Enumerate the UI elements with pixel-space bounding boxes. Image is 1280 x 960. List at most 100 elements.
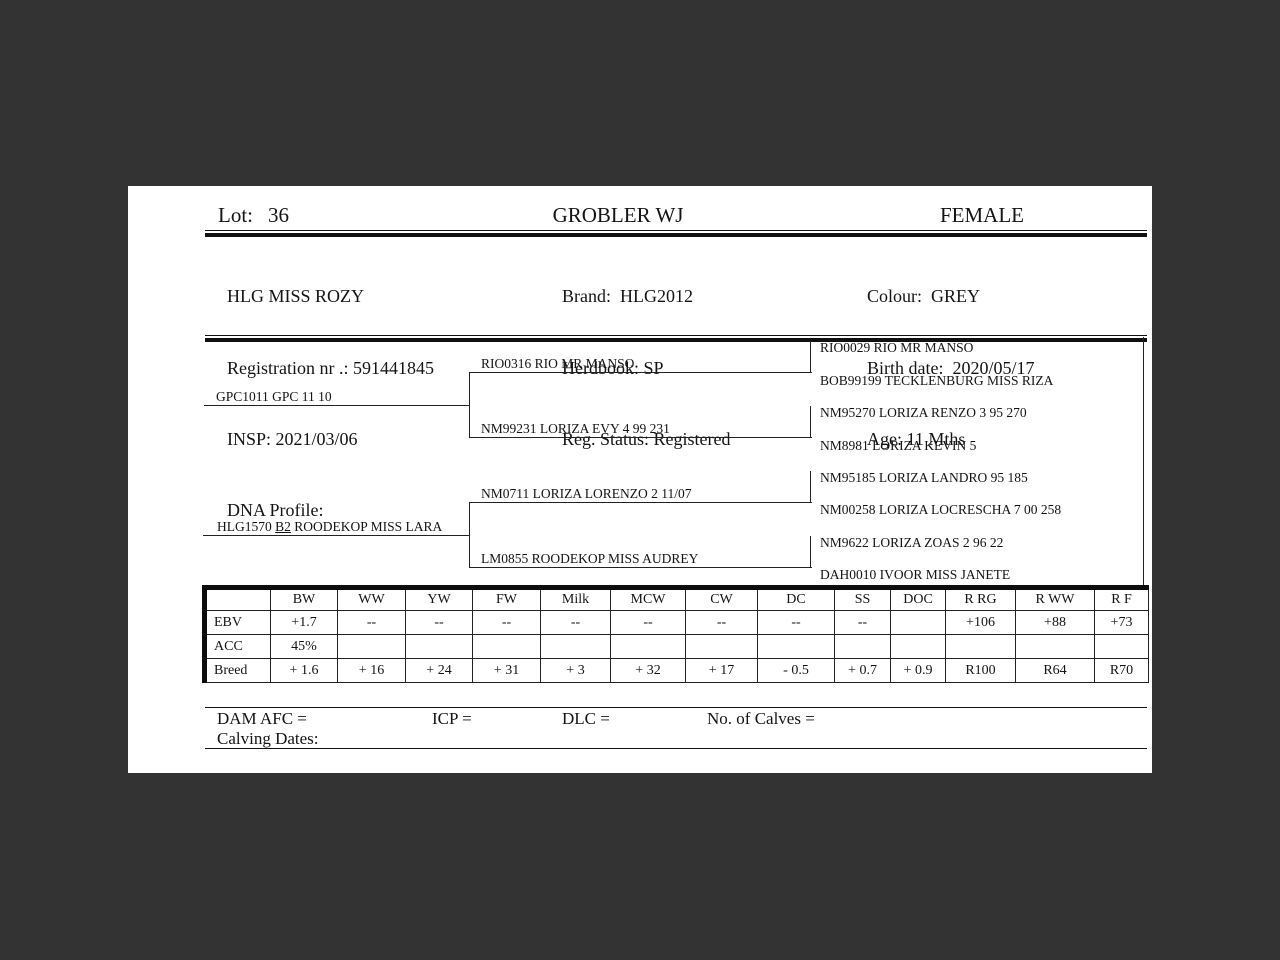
lot-line: Lot: 36	[218, 203, 289, 228]
table-cell	[890, 634, 946, 659]
table-cell	[1094, 634, 1149, 659]
table-header-cell: YW	[405, 587, 473, 611]
grandparent-line	[469, 437, 812, 438]
table-cell	[945, 634, 1016, 659]
dam-bracket-line	[469, 502, 470, 568]
table-header-cell: BW	[270, 587, 338, 611]
table-cell: R70	[1094, 658, 1149, 683]
table-cell: + 0.9	[890, 658, 946, 683]
acc-row: ACC 45%	[204, 634, 1149, 659]
table-cell	[540, 634, 611, 659]
grandparent-line	[469, 502, 812, 503]
brand-line: Brand: HLG2012	[562, 286, 693, 307]
info-column-1: HLG MISS ROZY Registration nr .: 5914418…	[227, 238, 434, 570]
ggp-bracket-line	[810, 471, 811, 503]
pedigree-grandparent: LM0855 ROODEKOP MISS AUDREY	[481, 551, 699, 566]
table-cell: + 3	[540, 658, 611, 683]
pedigree-great-grandparent: BOB99199 TECKLENBURG MISS RIZA	[820, 373, 1054, 388]
pedigree-dam: HLG1570 B2 ROODEKOP MISS LARA	[217, 519, 443, 534]
pedigree-rule-thin	[205, 335, 1147, 336]
table-header-cell: DOC	[890, 587, 946, 611]
grandparent-line	[469, 372, 812, 373]
table-cell	[685, 634, 758, 659]
pedigree-grandparent: RIO0316 RIO MR MANSO	[481, 356, 635, 371]
table-cell: +73	[1094, 610, 1149, 635]
row-label: Breed	[204, 658, 271, 683]
footer-rule-bottom	[205, 748, 1147, 749]
pedigree-great-grandparent: NM95185 LORIZA LANDRO 95 185	[820, 470, 1028, 485]
pedigree-great-grandparent: DAH0010 IVOOR MISS JANETE	[820, 567, 1011, 582]
table-header-cell: Milk	[540, 587, 611, 611]
footer-rule-top	[205, 707, 1147, 708]
table-header-row: BW WW YW FW Milk MCW CW DC SS DOC R RG R…	[204, 587, 1149, 611]
table-cell: R100	[945, 658, 1016, 683]
colour-line: Colour: GREY	[867, 286, 981, 307]
table-cell: --	[337, 610, 406, 635]
table-cell	[757, 634, 835, 659]
table-header-cell: WW	[337, 587, 406, 611]
dam-afc-field: DAM AFC =	[217, 709, 307, 728]
table-header-cell: SS	[834, 587, 891, 611]
registration-line: Registration nr .: 591441845	[227, 357, 434, 378]
pedigree-grandparent: NM0711 LORIZA LORENZO 2 11/07	[481, 486, 692, 501]
table-cell	[890, 610, 946, 635]
table-header-cell: MCW	[610, 587, 686, 611]
title-rule-thick	[205, 233, 1147, 237]
table-cell: --	[405, 610, 473, 635]
table-cell: + 1.6	[270, 658, 338, 683]
table-cell: + 16	[337, 658, 406, 683]
pedigree-great-grandparent: NM9622 LORIZA ZOAS 2 96 22	[820, 535, 1004, 550]
ebv-table: BW WW YW FW Milk MCW CW DC SS DOC R RG R…	[202, 585, 1149, 683]
table-cell	[834, 634, 891, 659]
table-header-cell: CW	[685, 587, 758, 611]
table-cell	[405, 634, 473, 659]
pedigree-great-grandparent: NM95270 LORIZA RENZO 3 95 270	[820, 405, 1027, 420]
table-cell: + 17	[685, 658, 758, 683]
ggp-bracket-line	[810, 341, 811, 373]
table-cell: + 24	[405, 658, 473, 683]
breed-row: Breed + 1.6 + 16 + 24 + 31 + 3 + 32 + 17…	[204, 658, 1149, 683]
table-cell: +1.7	[270, 610, 338, 635]
table-cell: - 0.5	[757, 658, 835, 683]
row-label: ACC	[204, 634, 271, 659]
ggp-bracket-line	[810, 406, 811, 438]
table-cell: + 32	[610, 658, 686, 683]
table-header-cell: R F	[1094, 587, 1149, 611]
calving-dates-label: Calving Dates:	[217, 729, 319, 748]
table-cell	[472, 634, 541, 659]
title-rule-thin	[205, 230, 1147, 231]
dam-connector-line	[203, 535, 469, 536]
table-cell: + 0.7	[834, 658, 891, 683]
table-cell: 45%	[270, 634, 338, 659]
table-header-cell: R WW	[1015, 587, 1095, 611]
table-cell	[337, 634, 406, 659]
pedigree-great-grandparent: NM00258 LORIZA LOCRESCHA 7 00 258	[820, 502, 1062, 517]
dlc-field: DLC =	[562, 709, 610, 728]
row-label: EBV	[204, 610, 271, 635]
breeder-name: GROBLER WJ	[552, 203, 684, 227]
info-column-3: Colour: GREY Birth date: 2020/05/17 Age:…	[867, 238, 1034, 499]
age-line: Age: 11 Mths	[867, 428, 966, 449]
pedigree-grandparent: NM99231 LORIZA EVY 4 99 231	[481, 421, 670, 436]
insp-line: INSP: 2021/03/06	[227, 428, 358, 449]
table-header-cell: R RG	[945, 587, 1016, 611]
table-cell: +106	[945, 610, 1016, 635]
grandparent-line	[469, 567, 812, 568]
pedigree-great-grandparent: RIO0029 RIO MR MANSO	[820, 340, 974, 355]
pedigree-rule-thick	[205, 338, 1147, 342]
table-header-cell	[204, 587, 271, 611]
pedigree-right-border	[1143, 337, 1144, 585]
table-cell: +88	[1015, 610, 1095, 635]
ebv-row: EBV +1.7 -- -- -- -- -- -- -- -- +106 +8…	[204, 610, 1149, 635]
sex-label: FEMALE	[940, 203, 1024, 227]
sire-bracket-line	[469, 372, 470, 438]
table-cell: --	[472, 610, 541, 635]
ggp-bracket-line	[810, 536, 811, 568]
table-cell: + 31	[472, 658, 541, 683]
table-cell: R64	[1015, 658, 1095, 683]
table-header-cell: FW	[472, 587, 541, 611]
table-cell: --	[685, 610, 758, 635]
lot-number: 36	[268, 203, 289, 227]
dam-underlined-part: B2	[275, 519, 291, 534]
